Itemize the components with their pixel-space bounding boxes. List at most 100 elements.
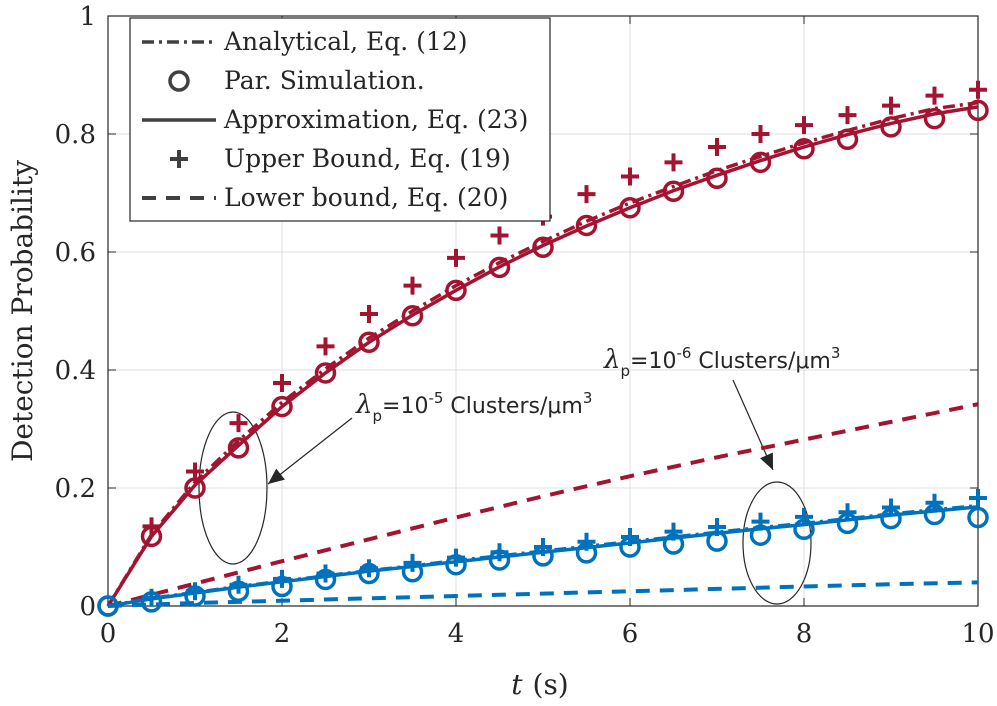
y-tick-label: 0 (79, 592, 96, 622)
upper-bound-point-blue (795, 507, 813, 526)
upper-bound-point-blue (273, 569, 291, 588)
series-group (97, 80, 989, 617)
simulation-point-red (836, 128, 859, 151)
upper-bound-point-red (316, 337, 335, 356)
legend-item: Lower bound, Eq. (20) (142, 183, 508, 212)
x-axis-title-var: t (511, 668, 523, 701)
simulation-point-red (923, 107, 946, 130)
annotation-sup2: 3 (831, 344, 841, 362)
upper-bound-point-blue (882, 498, 900, 517)
annotation-sup2: 3 (583, 389, 593, 407)
upper-bound-point-red (795, 116, 813, 135)
x-axis-title-unit: (s) (533, 668, 569, 701)
series-blue (97, 489, 989, 617)
x-tick-label: 6 (622, 619, 639, 649)
annotation-label-blue: λp=10-6 Clusters/μm3 (603, 344, 840, 380)
y-tick-label: 0.2 (55, 474, 96, 504)
simulation-point-red (314, 362, 337, 384)
upper-bound-point-red (186, 462, 204, 481)
upper-bound-point-blue (360, 559, 378, 578)
upper-bound-point-blue (621, 527, 639, 546)
legend-item: Par. Simulation. (168, 66, 425, 95)
y-tick-label: 1 (79, 2, 96, 32)
upper-bound-point-red (577, 185, 596, 204)
upper-bound-point-red (403, 276, 422, 295)
annotation-sup: -6 (676, 344, 691, 362)
upper-bound-point-blue (751, 512, 770, 531)
upper-bound-point-blue (577, 532, 596, 551)
legend-label: Upper Bound, Eq. (19) (224, 144, 511, 173)
annotation-arrow-line-blue (732, 379, 774, 471)
upper-bound-point-red (708, 137, 726, 156)
lower-bound-line-red (107, 402, 979, 608)
analytical-line-red (106, 100, 979, 607)
upper-bound-point-blue (664, 522, 683, 541)
upper-bound-point-red (447, 248, 465, 267)
upper-bound-point-red (969, 80, 987, 99)
upper-bound-point-red (664, 153, 683, 172)
simulation-point-blue (967, 506, 989, 529)
y-tick-label: 0.4 (55, 356, 96, 386)
series-red (97, 80, 989, 617)
upper-bound-point-blue (229, 575, 248, 594)
simulation-point-red (749, 151, 772, 174)
upper-bound-point-blue (708, 517, 726, 536)
annotation-sup: -5 (428, 389, 443, 407)
annotation-label-red: λp=10-5 Clusters/μm3 (355, 389, 592, 425)
upper-bound-point-blue (490, 543, 509, 562)
upper-bound-point-blue (925, 493, 944, 512)
annotation-lambda: λ (355, 390, 372, 420)
legend-label: Approximation, Eq. (23) (223, 105, 528, 134)
annotation-mid: =10 (630, 349, 676, 374)
x-axis-title: t (s) (511, 668, 568, 701)
legend: Analytical, Eq. (12) Par. Simulation. Appr… (129, 17, 551, 222)
x-tick-label: 0 (100, 619, 117, 649)
x-tick-label: 10 (961, 619, 994, 649)
legend-item: Upper Bound, Eq. (19) (170, 144, 511, 173)
legend-symbol-upper (170, 150, 188, 168)
upper-bound-point-blue (447, 548, 465, 567)
x-tick-label: 2 (274, 619, 291, 649)
simulation-point-red (227, 437, 250, 459)
simulation-point-red (575, 214, 598, 237)
legend-label: Par. Simulation. (224, 66, 425, 95)
annotation-suffix: Clusters/μm (691, 349, 830, 374)
legend-item: Approximation, Eq. (23) (142, 105, 528, 134)
upper-bound-point-red (751, 125, 770, 143)
upper-bound-point-blue (142, 588, 161, 607)
simulation-point-red (793, 138, 815, 160)
annotation-suffix: Clusters/μm (443, 394, 582, 419)
upper-bound-point-blue (403, 553, 422, 572)
simulation-point-red (445, 279, 467, 302)
simulation-point-red (619, 197, 641, 219)
y-tick-label: 0.8 (55, 120, 96, 150)
legend-label: Lower bound, Eq. (20) (224, 183, 508, 212)
x-tick-label: 4 (448, 619, 465, 649)
legend-label: Analytical, Eq. (12) (223, 27, 467, 56)
upper-bound-point-red (142, 517, 161, 536)
cluster-ellipse-red (198, 411, 268, 565)
upper-bound-point-red (621, 167, 639, 186)
annotation-mid: =10 (382, 394, 428, 419)
analytical-line-blue (107, 503, 979, 608)
upper-bound-point-blue (316, 564, 335, 583)
cluster-ellipse-blue (742, 481, 812, 605)
simulation-point-red (880, 116, 902, 138)
simulation-point-blue (97, 595, 119, 617)
annotations: λp=10-5 Clusters/μm3 λp=10-6 Clusters/μm3 (198, 344, 840, 605)
annotation-arrow-head-red (268, 468, 285, 484)
annotation-arrow-line-red (267, 417, 353, 485)
simulation-point-red (706, 167, 728, 189)
upper-bound-point-blue (838, 503, 857, 522)
simulation-point-red (358, 331, 380, 354)
upper-bound-point-blue (534, 538, 552, 556)
lower-bound-line-blue (107, 580, 979, 608)
upper-bound-point-red (925, 86, 944, 105)
upper-bound-point-red (360, 304, 378, 323)
annotation-lambda: λ (603, 345, 620, 375)
legend-item: Analytical, Eq. (12) (142, 27, 467, 56)
simulation-point-red (662, 180, 685, 202)
tick-labels: 0 2 4 6 8 10 0 0.2 0.4 0.6 0.8 1 (55, 2, 995, 649)
annotation-arrow-head-blue (760, 452, 773, 470)
